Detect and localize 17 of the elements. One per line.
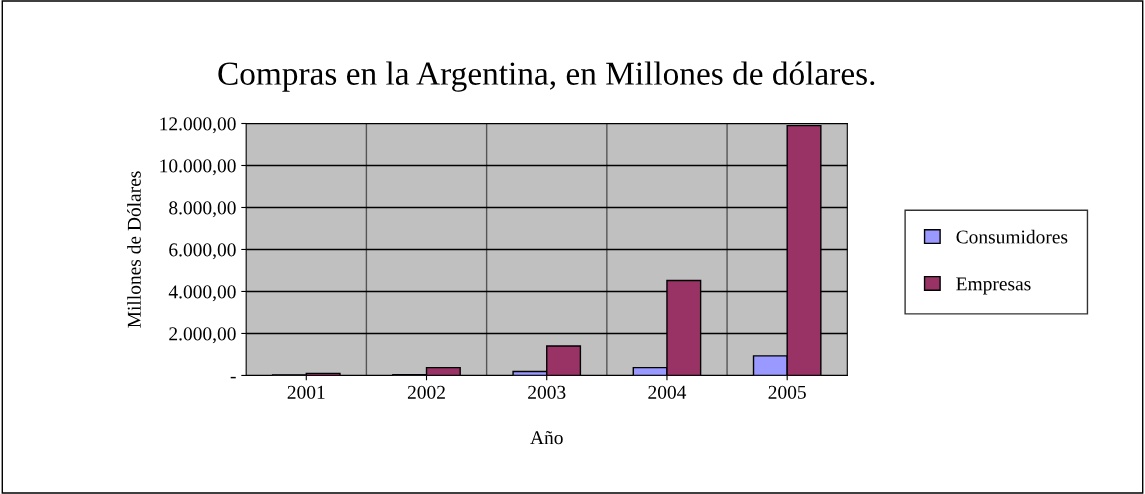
x-axis-title: Año <box>530 430 563 445</box>
y-tick-label: - <box>230 376 236 379</box>
y-tick-label: 4.000,00 <box>168 285 236 302</box>
legend-label: Consumidores <box>956 229 1068 244</box>
y-tick-label: 12.000,00 <box>160 117 236 134</box>
y-tick-label: 2.000,00 <box>169 327 236 344</box>
y-tick-label: 6.000,00 <box>169 243 236 260</box>
x-tick-label: 2004 <box>648 385 687 399</box>
y-tick-label: 10.000,00 <box>160 159 236 176</box>
x-tick-label: 2005 <box>768 385 806 399</box>
chart-title: Compras en la Argentina, en Millones de dólares. <box>218 61 875 92</box>
x-tick-label: 2001 <box>287 385 325 399</box>
y-axis-title: Millones de Dólares <box>127 171 141 328</box>
x-tick-label: 2003 <box>528 385 566 399</box>
x-tick-label: 2002 <box>407 385 445 399</box>
legend-label: Empresas <box>956 277 1031 295</box>
y-tick-label: 8.000,00 <box>169 201 236 218</box>
